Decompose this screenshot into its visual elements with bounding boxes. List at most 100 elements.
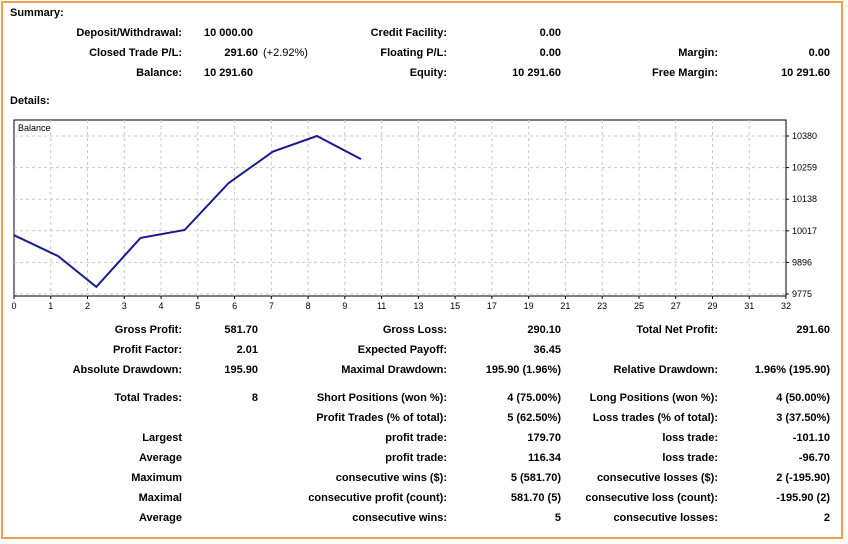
profit-trades-value: 5 (62.50%) <box>507 412 561 424</box>
chart-plot-area <box>13 119 787 297</box>
chart-x-axis: 0 1 2 3 4 5 6 7 8 9 11 13 15 17 19 21 23 25 27 29 31 32 <box>12 296 791 311</box>
rel-drawdown-value: 1.96% (195.90) <box>754 364 830 376</box>
x-tick-label: 21 <box>560 301 570 311</box>
balance-value: 10 291.60 <box>204 67 253 79</box>
deposit-value: 10 000.00 <box>204 27 253 39</box>
x-tick-label: 15 <box>450 301 460 311</box>
x-tick-label: 19 <box>524 301 534 311</box>
x-tick-label: 3 <box>122 301 127 311</box>
closed-pl-value: 291.60 <box>224 47 258 59</box>
free-margin-value: 10 291.60 <box>781 67 830 79</box>
stats-row-4: Total Trades: 8 Short Positions (won %):… <box>0 392 848 406</box>
total-trades-value: 8 <box>251 392 258 404</box>
x-tick-label: 2 <box>85 301 90 311</box>
x-tick-label: 27 <box>671 301 681 311</box>
max-cons-wins-value: 5 (581.70) <box>510 472 561 484</box>
rel-drawdown-label: Relative Drawdown: <box>613 364 718 376</box>
profit-factor-label: Profit Factor: <box>112 344 182 356</box>
free-margin-label: Free Margin: <box>651 67 718 79</box>
avg-cons-losses-label: consecutive losses: <box>613 512 718 524</box>
details-title: Details: <box>10 95 50 107</box>
avg-cons-wins-label: consecutive wins: <box>352 512 447 524</box>
summary-row-1: Deposit/Withdrawal: 10 000.00 Credit Fac… <box>0 27 848 41</box>
y-tick-label: 9775 <box>792 289 812 299</box>
loss-trades-label: Loss trades (% of total): <box>592 412 718 424</box>
largest-label: Largest <box>142 432 182 444</box>
profit-factor-value: 2.01 <box>236 344 258 356</box>
balance-label: Balance: <box>136 67 182 79</box>
maximum-label: Maximum <box>131 472 182 484</box>
max-drawdown-label: Maximal Drawdown: <box>341 364 447 376</box>
largest-profit-value: 179.70 <box>527 432 561 444</box>
stats-row-1: Gross Profit: 581.70 Gross Loss: 290.10 … <box>0 324 848 338</box>
x-tick-label: 13 <box>413 301 423 311</box>
long-positions-label: Long Positions (won %): <box>589 392 718 404</box>
x-tick-label: 1 <box>48 301 53 311</box>
gross-loss-label: Gross Loss: <box>382 324 447 336</box>
balance-series-line <box>13 134 362 289</box>
maximal-label: Maximal <box>138 492 182 504</box>
total-net-label: Total Net Profit: <box>636 324 718 336</box>
x-tick-label: 4 <box>159 301 164 311</box>
average-label: Average <box>138 452 182 464</box>
stats-row-2: Profit Factor: 2.01 Expected Payoff: 36.… <box>0 344 848 358</box>
avg-cons-losses-value: 2 <box>823 512 830 524</box>
average2-label: Average <box>138 512 182 524</box>
y-tick-label: 10017 <box>792 226 817 236</box>
average-loss-value: -96.70 <box>798 452 830 464</box>
maximal-profit-value: 581.70 (5) <box>510 492 561 504</box>
short-positions-value: 4 (75.00%) <box>507 392 561 404</box>
summary-row-2: Closed Trade P/L: 291.60 (+2.92%) Floati… <box>0 47 848 61</box>
x-tick-label: 25 <box>634 301 644 311</box>
short-positions-label: Short Positions (won %): <box>316 392 447 404</box>
floating-label: Floating P/L: <box>380 47 447 59</box>
summary-row-3: Balance: 10 291.60 Equity: 10 291.60 Fre… <box>0 67 848 81</box>
x-tick-label: 29 <box>707 301 717 311</box>
closed-pl-pct: (+2.92%) <box>263 47 308 59</box>
x-tick-label: 17 <box>487 301 497 311</box>
credit-label: Credit Facility: <box>370 27 447 39</box>
chart-title: Balance <box>18 123 51 133</box>
equity-value: 10 291.60 <box>512 67 561 79</box>
expected-payoff-label: Expected Payoff: <box>357 344 447 356</box>
chart-y-axis: 10380 10259 10138 10017 9896 9775 <box>786 131 817 299</box>
x-tick-label: 23 <box>597 301 607 311</box>
summary-title: Summary: <box>10 7 64 19</box>
margin-label: Margin: <box>678 47 718 59</box>
stats-row-7: Average profit trade: 116.34 loss trade:… <box>0 452 848 466</box>
y-tick-label: 10138 <box>792 194 817 204</box>
x-tick-label: 8 <box>306 301 311 311</box>
floating-value: 0.00 <box>539 47 561 59</box>
stats-row-8: Maximum consecutive wins ($): 5 (581.70)… <box>0 472 848 486</box>
x-tick-label: 32 <box>781 301 791 311</box>
x-tick-label: 5 <box>195 301 200 311</box>
abs-drawdown-label: Absolute Drawdown: <box>72 364 182 376</box>
largest-profit-label: profit trade: <box>385 432 447 444</box>
max-cons-losses-value: 2 (-195.90) <box>776 472 830 484</box>
largest-loss-value: -101.10 <box>792 432 830 444</box>
y-tick-label: 9896 <box>792 257 812 267</box>
stats-row-10: Average consecutive wins: 5 consecutive … <box>0 512 848 526</box>
equity-label: Equity: <box>409 67 447 79</box>
stats-row-3: Absolute Drawdown: 195.90 Maximal Drawdo… <box>0 364 848 378</box>
margin-value: 0.00 <box>808 47 830 59</box>
maximal-loss-label: consecutive loss (count): <box>585 492 718 504</box>
max-drawdown-value: 195.90 (1.96%) <box>485 364 561 376</box>
max-cons-losses-label: consecutive losses ($): <box>596 472 718 484</box>
average-profit-value: 116.34 <box>527 452 561 464</box>
deposit-label: Deposit/Withdrawal: <box>76 27 182 39</box>
gross-loss-value: 290.10 <box>527 324 561 336</box>
average-profit-label: profit trade: <box>385 452 447 464</box>
loss-trades-value: 3 (37.50%) <box>776 412 830 424</box>
gross-profit-value: 581.70 <box>224 324 258 336</box>
profit-trades-label: Profit Trades (% of total): <box>316 412 447 424</box>
y-tick-label: 10380 <box>792 131 817 141</box>
x-tick-label: 6 <box>232 301 237 311</box>
x-tick-label: 0 <box>12 301 17 311</box>
stats-row-6: Largest profit trade: 179.70 loss trade:… <box>0 432 848 446</box>
chart-grid <box>14 120 786 296</box>
x-tick-label: 11 <box>377 301 386 311</box>
